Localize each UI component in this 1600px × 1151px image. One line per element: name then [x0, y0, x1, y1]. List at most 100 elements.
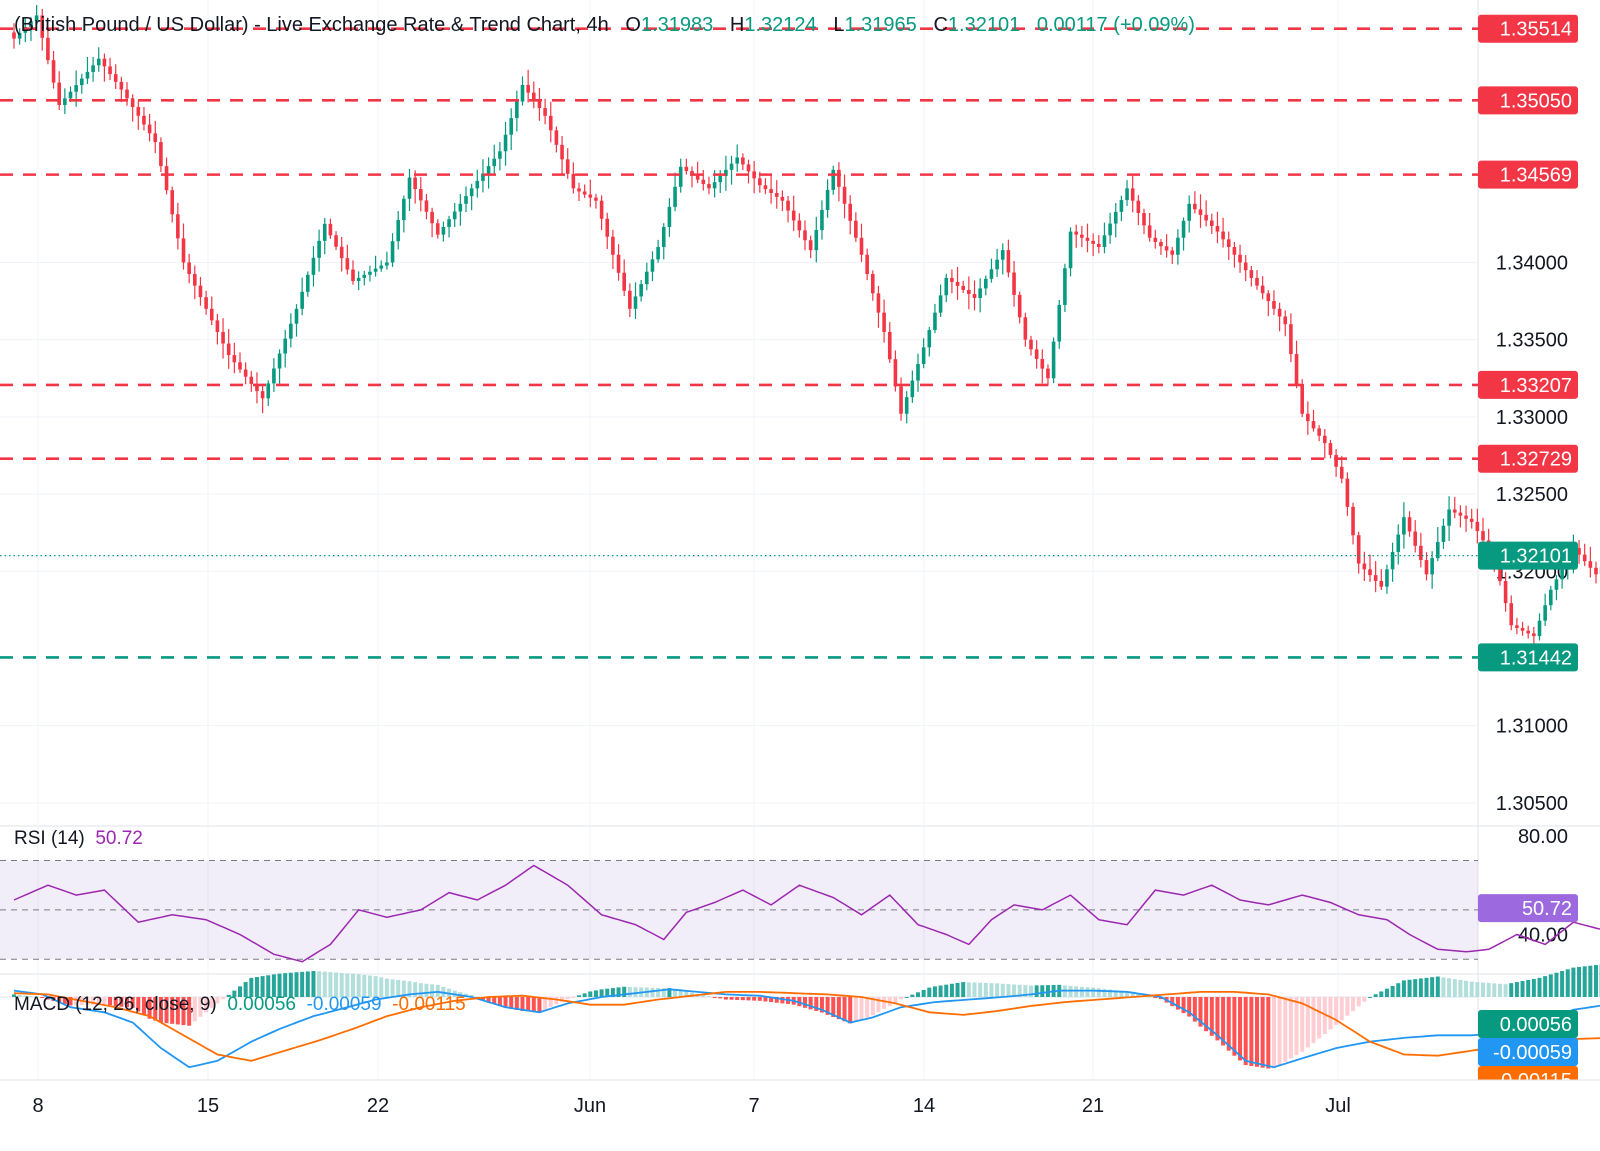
- candle: [1374, 561, 1378, 592]
- candle: [1464, 506, 1468, 532]
- candle: [730, 156, 734, 185]
- candle: [142, 107, 146, 131]
- candle: [1532, 627, 1536, 645]
- rsi-label: RSI (14) 50.72: [14, 828, 143, 850]
- candle: [1306, 401, 1310, 434]
- candle: [978, 278, 982, 312]
- candle-body: [826, 190, 830, 210]
- candle-body: [323, 224, 327, 241]
- candle: [594, 194, 598, 209]
- candle-body: [973, 294, 977, 298]
- close-label: C: [933, 14, 947, 36]
- candle-body: [1227, 239, 1231, 247]
- candle-body: [1283, 317, 1287, 325]
- candle-body: [1193, 204, 1197, 210]
- candle-body: [1210, 220, 1214, 226]
- candle: [238, 352, 242, 373]
- macd-histogram-bar: [1097, 988, 1101, 997]
- candle: [187, 254, 191, 283]
- candle: [430, 208, 434, 237]
- macd-histogram-bar: [1441, 977, 1445, 997]
- candle: [289, 313, 293, 347]
- candle: [57, 71, 61, 110]
- candle: [436, 219, 440, 238]
- candle-body: [961, 286, 965, 290]
- macd-histogram-bar: [588, 991, 592, 997]
- candle: [1063, 264, 1067, 312]
- candle-body: [63, 98, 67, 105]
- candle-body: [1402, 517, 1406, 534]
- candle-body: [555, 130, 559, 145]
- candle-body: [944, 278, 948, 295]
- candle: [137, 101, 141, 130]
- candle: [1351, 503, 1355, 545]
- candle-body: [786, 201, 790, 211]
- candle-body: [1363, 564, 1367, 570]
- x-tick-label: 7: [748, 1095, 759, 1117]
- candle-body: [1001, 250, 1005, 260]
- candle-body: [809, 240, 813, 250]
- candle: [1210, 214, 1214, 234]
- candle-body: [865, 255, 869, 274]
- candle: [605, 213, 609, 249]
- candle-body: [1317, 428, 1321, 435]
- candle-body: [1538, 621, 1542, 636]
- macd-histogram-bar: [1458, 980, 1462, 997]
- candle: [1594, 562, 1598, 584]
- x-tick-label: 8: [32, 1095, 43, 1117]
- candle-body: [978, 288, 982, 298]
- candle-body: [464, 196, 468, 204]
- candle-body: [1442, 526, 1446, 542]
- candle: [1340, 456, 1344, 483]
- x-tick-label: Jul: [1325, 1095, 1351, 1117]
- candle-body: [379, 266, 383, 269]
- candle: [1012, 261, 1016, 307]
- high-value: 1.32124: [744, 14, 816, 36]
- macd-histogram-bar: [730, 997, 734, 1000]
- candle: [504, 122, 508, 166]
- candle-body: [1447, 509, 1451, 525]
- macd-histogram-bar: [967, 982, 971, 997]
- candle: [1515, 618, 1519, 634]
- macd-histogram-bar: [1272, 997, 1276, 1068]
- candle-body: [843, 187, 847, 204]
- candle: [668, 198, 672, 237]
- macd-histogram-bar: [1566, 969, 1570, 997]
- candle-body: [1323, 436, 1327, 443]
- candle-body: [182, 238, 186, 262]
- low-label: L: [833, 14, 844, 36]
- candle: [210, 297, 214, 326]
- candle: [826, 179, 830, 218]
- macd-histogram-bar: [1498, 984, 1502, 997]
- candle-body: [1549, 590, 1553, 605]
- candle-body: [413, 178, 417, 189]
- candle-body: [831, 170, 835, 190]
- macd-histogram-bar: [735, 997, 739, 1000]
- candle: [1080, 226, 1084, 247]
- candle-body: [1216, 226, 1220, 232]
- candle-body: [815, 230, 819, 250]
- candle-body: [662, 227, 666, 247]
- candle-body: [459, 204, 463, 212]
- candle-body: [1018, 295, 1022, 317]
- candle: [798, 213, 802, 237]
- candle: [165, 157, 169, 194]
- candle: [1334, 449, 1338, 477]
- macd-histogram-bar: [1571, 968, 1575, 997]
- candle-body: [651, 259, 655, 271]
- candle: [961, 281, 965, 293]
- candle-body: [820, 210, 824, 230]
- resistance-level-label: 1.34569: [1500, 165, 1572, 187]
- macd-histogram-bar: [594, 990, 598, 997]
- candle-body: [221, 332, 225, 344]
- candle: [91, 57, 95, 82]
- candle-body: [266, 383, 270, 398]
- macd-histogram-bar: [1408, 980, 1412, 997]
- candle: [1250, 266, 1254, 287]
- candle: [1148, 213, 1152, 242]
- candle-body: [1459, 513, 1463, 516]
- candle-body: [159, 142, 163, 166]
- macd-histogram-bar: [1340, 997, 1344, 1020]
- macd-histogram-bar: [1549, 974, 1553, 997]
